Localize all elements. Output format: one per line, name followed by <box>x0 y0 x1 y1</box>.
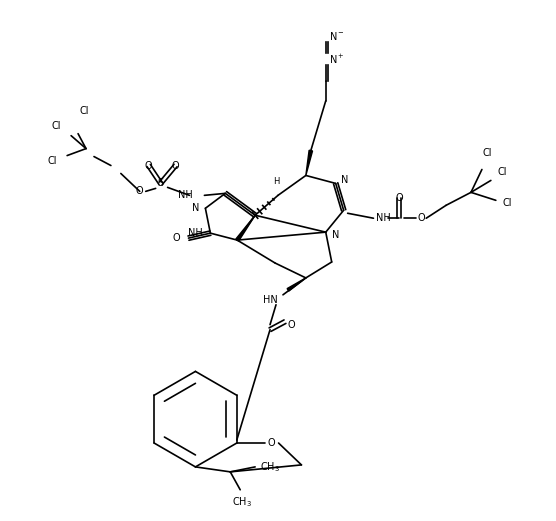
Text: CH$_3$: CH$_3$ <box>232 495 252 508</box>
Text: Cl: Cl <box>52 121 61 131</box>
Text: CH$_3$: CH$_3$ <box>260 460 280 474</box>
Text: O: O <box>173 233 181 243</box>
Text: N$^+$: N$^+$ <box>329 53 344 66</box>
Text: O: O <box>145 160 152 170</box>
Text: NH: NH <box>376 213 391 223</box>
Text: O: O <box>172 160 180 170</box>
Text: H: H <box>273 177 279 187</box>
Text: N: N <box>192 203 200 213</box>
Text: NH: NH <box>188 228 202 238</box>
Polygon shape <box>236 215 255 241</box>
Text: O: O <box>288 320 296 330</box>
Text: Cl: Cl <box>498 167 507 178</box>
Text: HN: HN <box>263 295 278 305</box>
Text: N: N <box>341 176 348 185</box>
Polygon shape <box>306 150 312 176</box>
Text: N: N <box>332 230 339 240</box>
Text: S: S <box>157 178 163 189</box>
Text: Cl: Cl <box>482 147 492 157</box>
Text: O: O <box>395 193 403 203</box>
Text: O: O <box>418 213 425 223</box>
Text: Cl: Cl <box>503 199 512 208</box>
Text: NH: NH <box>178 190 192 201</box>
Text: Cl: Cl <box>80 106 89 116</box>
Text: Cl: Cl <box>48 156 57 166</box>
Text: O: O <box>135 187 143 196</box>
Text: N$^-$: N$^-$ <box>329 30 344 42</box>
Polygon shape <box>287 278 306 291</box>
Text: O: O <box>268 438 275 448</box>
